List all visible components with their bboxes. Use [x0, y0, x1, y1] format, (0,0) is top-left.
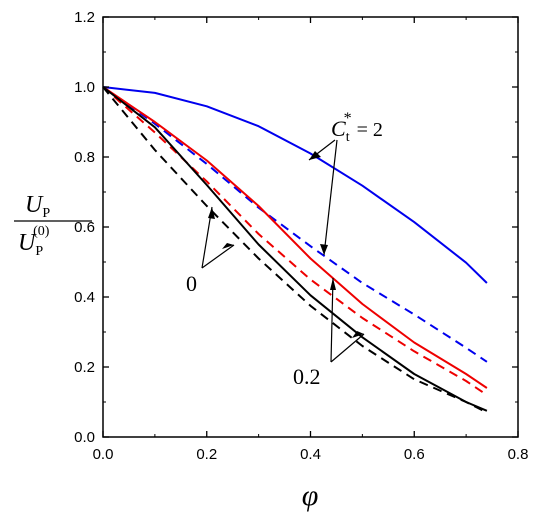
- y-label-numerator: UP: [25, 192, 50, 221]
- series-line-4: [102, 86, 488, 412]
- arrowhead-zero-black-dashed: [222, 243, 234, 249]
- arrow-zero-black-dashed: [201, 244, 235, 269]
- annotation-zero: 0: [186, 271, 197, 296]
- y-tick-label: 0.6: [74, 219, 95, 236]
- x-axis-label: φ: [302, 479, 319, 512]
- y-tick-label: 0.2: [74, 359, 95, 376]
- x-tick-label: 0.2: [196, 446, 217, 463]
- x-tick-label: 0.6: [404, 446, 425, 463]
- arrow-02-red-solid: [330, 277, 334, 363]
- arrowhead-ct-blue-dashed: [320, 244, 328, 255]
- series-layer: [102, 86, 488, 414]
- y-axis-label: UP UP(0): [14, 192, 92, 259]
- series-line-0: [102, 86, 488, 284]
- arrow-02-red-dashed: [330, 333, 365, 363]
- y-tick-label: 1.2: [74, 9, 95, 26]
- y-tick-label: 0.4: [74, 289, 95, 306]
- x-tick-label: 0.8: [508, 446, 529, 463]
- arrowhead-02-red-dashed: [352, 331, 364, 338]
- annotation-arrows: [201, 139, 365, 363]
- x-tick-label: 0.4: [300, 446, 321, 463]
- arrowhead-zero-black-solid: [208, 207, 215, 219]
- annotation-0-2: 0.2: [293, 364, 321, 389]
- x-tick-label: 0.0: [93, 446, 114, 463]
- annotation-ct: Ct* = 2: [331, 110, 383, 145]
- series-line-2: [102, 86, 488, 389]
- arrow-ct-blue-dashed: [323, 139, 338, 256]
- y-tick-label: 1.0: [74, 79, 95, 96]
- ticks-layer: 0.0 0.2 0.4 0.6 0.8 0.0 0.2 0.4 0.6 0.8 1.0 1.2: [74, 9, 528, 463]
- y-label-denominator: UP(0): [18, 224, 50, 259]
- series-line-3: [102, 86, 488, 396]
- arrowhead-02-red-solid: [330, 278, 336, 290]
- annotation-arrowheads: [208, 151, 364, 338]
- arrowhead-ct-blue-solid: [309, 151, 321, 160]
- y-tick-label: 0.8: [74, 149, 95, 166]
- series-line-5: [102, 86, 488, 414]
- series-line-1: [102, 86, 488, 363]
- y-tick-label: 0.0: [74, 429, 95, 446]
